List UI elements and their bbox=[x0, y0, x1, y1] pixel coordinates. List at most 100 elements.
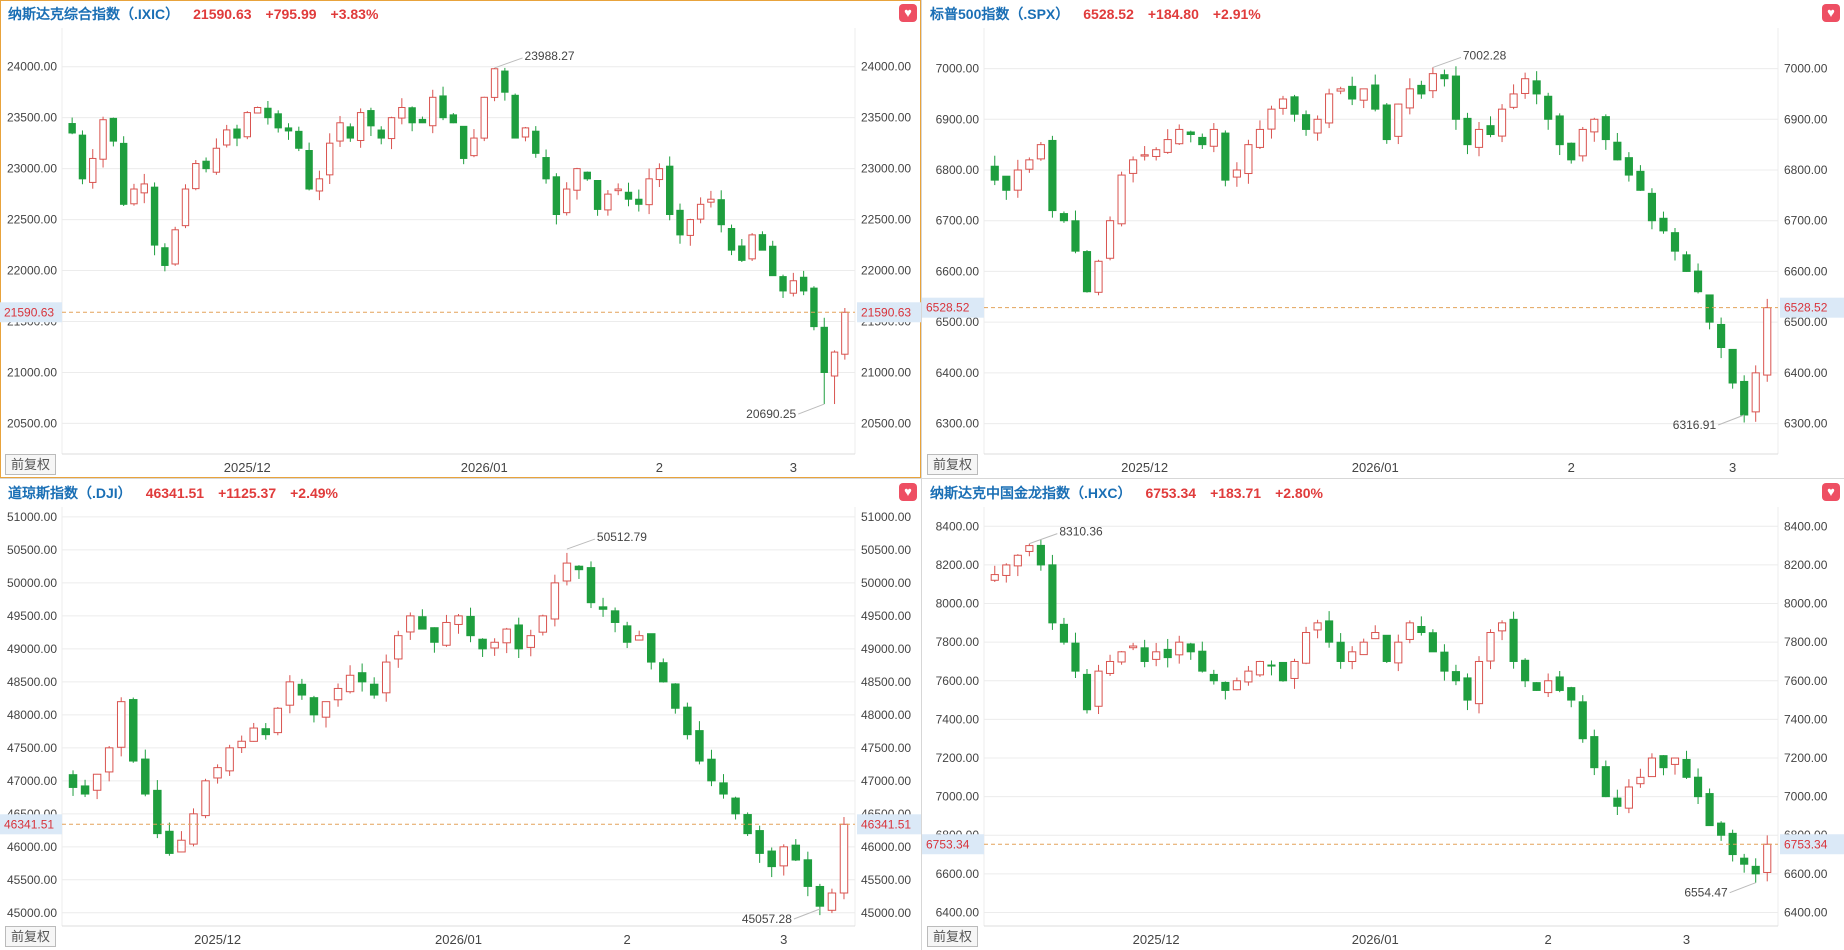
candle bbox=[1417, 616, 1426, 636]
candle-body bbox=[789, 280, 798, 294]
current-price-badge-left bbox=[0, 302, 62, 323]
candle bbox=[1025, 543, 1034, 557]
candle bbox=[1544, 673, 1553, 698]
candle-body bbox=[1186, 643, 1195, 653]
candle-body bbox=[1348, 85, 1357, 100]
candle-body bbox=[140, 183, 148, 194]
candle bbox=[274, 110, 282, 133]
candlestick-chart[interactable]: 24000.00 24000.00 23500.00 23500.00 23000.00… bbox=[0, 0, 921, 478]
candle bbox=[1336, 86, 1345, 95]
candle bbox=[532, 126, 540, 158]
candle-body bbox=[586, 567, 596, 604]
candle bbox=[449, 113, 458, 124]
candle bbox=[273, 707, 283, 736]
candle-body bbox=[1751, 865, 1760, 875]
heart-icon[interactable]: ♥ bbox=[899, 483, 917, 501]
candle bbox=[1394, 103, 1403, 145]
candle-body bbox=[315, 178, 324, 192]
candle-body bbox=[1278, 661, 1288, 682]
candle bbox=[1244, 139, 1253, 184]
candle bbox=[1521, 658, 1530, 688]
candle-body bbox=[222, 129, 231, 146]
candlestick-chart[interactable]: 8400.00 8400.00 8200.00 8200.00 8000.00 8000.… bbox=[922, 479, 1844, 950]
candle bbox=[1417, 80, 1426, 99]
candle bbox=[408, 106, 416, 132]
candle-body bbox=[562, 562, 572, 582]
heart-icon[interactable]: ♥ bbox=[1822, 483, 1840, 501]
candle bbox=[68, 770, 78, 796]
candle-body bbox=[1497, 622, 1507, 632]
candlestick-chart[interactable]: 7000.00 7000.00 6900.00 6900.00 6800.00 6800.… bbox=[922, 0, 1844, 478]
candle-body bbox=[141, 758, 150, 795]
candle bbox=[574, 565, 584, 579]
candle-body bbox=[1521, 78, 1530, 94]
chart-panel-dji[interactable]: 道琼斯指数（.DJI） 46341.51 +1125.37 +2.49% ♥ 前复权 … bbox=[0, 479, 921, 950]
y-tick-label-right: 45000.00 bbox=[861, 906, 911, 920]
candle bbox=[1486, 629, 1495, 670]
candle-body bbox=[1094, 670, 1103, 707]
price-adjust-button[interactable]: 前复权 bbox=[927, 926, 979, 947]
heart-icon[interactable]: ♥ bbox=[899, 4, 917, 22]
candle bbox=[1728, 348, 1737, 389]
candlestick-chart[interactable]: 51000.00 51000.00 50500.00 50500.00 50000.00… bbox=[0, 479, 921, 950]
candle-body bbox=[1405, 88, 1414, 109]
candle-body bbox=[1313, 118, 1322, 134]
heart-icon[interactable]: ♥ bbox=[1822, 4, 1840, 22]
candle bbox=[1013, 159, 1022, 198]
candle bbox=[243, 111, 251, 140]
candle bbox=[369, 677, 379, 699]
low-marker-leader bbox=[793, 908, 821, 920]
candle bbox=[150, 182, 159, 256]
candle-body bbox=[1152, 149, 1161, 157]
candle-body bbox=[264, 107, 272, 119]
candle bbox=[635, 189, 643, 212]
price-adjust-button[interactable]: 前复权 bbox=[5, 454, 57, 475]
candle-body bbox=[803, 859, 813, 887]
grid-lines bbox=[984, 525, 1778, 913]
candle bbox=[1624, 152, 1633, 182]
candle bbox=[381, 654, 391, 702]
index-name: 纳斯达克中国金龙指数（.HXC） bbox=[930, 485, 1132, 501]
candle bbox=[1117, 651, 1126, 665]
chart-panel-hxc[interactable]: 纳斯达克中国金龙指数（.HXC） 6753.34 +183.71 +2.80% ♥ 前… bbox=[922, 479, 1844, 950]
candle-body bbox=[1071, 642, 1080, 672]
candle-body bbox=[1163, 648, 1172, 659]
candle bbox=[1348, 646, 1357, 670]
candle-body bbox=[336, 122, 344, 142]
index-change: +795.99 bbox=[265, 6, 317, 22]
candle bbox=[1751, 858, 1760, 883]
x-tick-label: 2 bbox=[624, 932, 631, 947]
candle-body bbox=[261, 728, 270, 736]
current-price-label-left: 6528.52 bbox=[926, 301, 970, 315]
candle-body bbox=[1082, 673, 1092, 711]
candle-body bbox=[758, 234, 767, 251]
y-tick-label-left: 7200.00 bbox=[936, 751, 980, 765]
candle bbox=[1002, 175, 1011, 200]
candle bbox=[1428, 67, 1437, 99]
x-tick-label: 2026/01 bbox=[435, 932, 482, 947]
price-adjust-button[interactable]: 前复权 bbox=[5, 926, 57, 947]
y-tick-label-left: 22500.00 bbox=[7, 213, 57, 227]
candle-body bbox=[635, 198, 643, 205]
candle-body bbox=[466, 615, 475, 637]
candle bbox=[1451, 664, 1461, 686]
candle-body bbox=[1025, 545, 1034, 552]
candle-body bbox=[1670, 757, 1680, 765]
candle-body bbox=[1474, 128, 1484, 148]
candle bbox=[1497, 104, 1507, 143]
candle bbox=[622, 621, 632, 649]
candle-body bbox=[810, 287, 818, 328]
price-adjust-button[interactable]: 前复权 bbox=[927, 454, 979, 475]
chart-panel-ixic[interactable]: 纳斯达克综合指数（.IXIC） 21590.63 +795.99 +3.83% ♥ 前… bbox=[0, 0, 921, 478]
candle-body bbox=[634, 635, 644, 641]
y-tick-label-left: 7000.00 bbox=[936, 790, 980, 804]
candle bbox=[1082, 250, 1092, 293]
candle-body bbox=[1636, 776, 1645, 785]
candle bbox=[779, 844, 788, 876]
chart-panel-spx[interactable]: 标普500指数（.SPX） 6528.52 +184.80 +2.91% ♥ 前复权 … bbox=[922, 0, 1844, 478]
panel-header: 纳斯达克中国金龙指数（.HXC） 6753.34 +183.71 +2.80% bbox=[930, 482, 1323, 504]
index-change: +184.80 bbox=[1147, 6, 1199, 22]
candle bbox=[459, 125, 468, 165]
candle bbox=[1082, 668, 1092, 714]
candle bbox=[1175, 124, 1184, 145]
